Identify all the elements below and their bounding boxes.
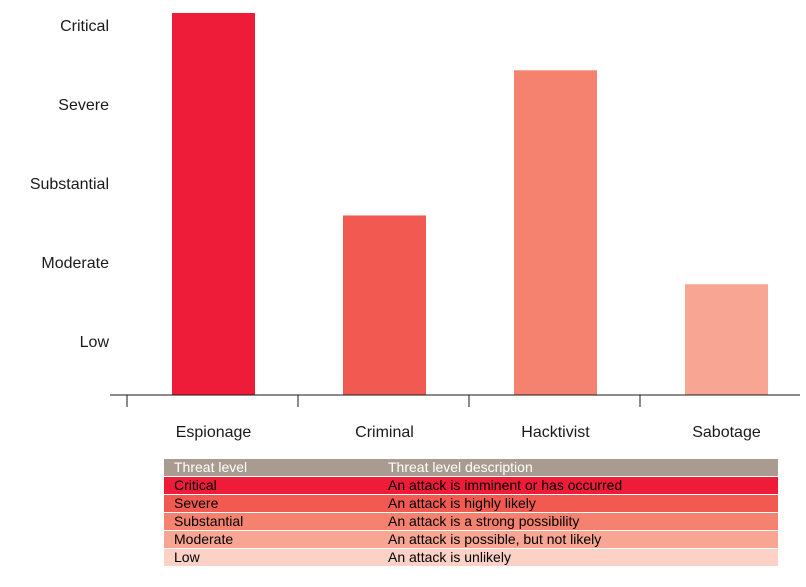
- threat-level-name: Moderate: [174, 531, 234, 547]
- threat-row-critical: Critical An attack is imminent or has occ…: [164, 477, 778, 494]
- x-tick-label-criminal: Criminal: [355, 424, 414, 441]
- threat-row-moderate: Moderate An attack is possible, but not l…: [164, 531, 778, 548]
- bar-hacktivist: [514, 70, 597, 396]
- threat-table-body: Critical An attack is imminent or has occ…: [164, 477, 778, 566]
- x-tick-label-espionage: Espionage: [176, 424, 252, 441]
- threat-row-low: Low An attack is unlikely: [164, 549, 778, 566]
- bar-criminal: [343, 215, 426, 395]
- threat-bar-chart: Low Moderate Substantial Severe Critical Esp…: [30, 13, 800, 441]
- y-tick-label-substantial: Substantial: [30, 176, 109, 193]
- x-tick-labels: Espionage Criminal Hacktivist Sabotage: [176, 424, 761, 441]
- threat-table-header: Threat level Threat level description: [164, 459, 778, 476]
- threat-row-substantial: Substantial An attack is a strong possibi…: [164, 513, 778, 530]
- threat-level-description: An attack is possible, but not likely: [388, 531, 602, 547]
- header-threat-description: Threat level description: [388, 459, 533, 475]
- threat-row-severe: Severe An attack is highly likely: [164, 495, 778, 512]
- bar-espionage: [172, 13, 255, 395]
- y-tick-label-low: Low: [80, 334, 110, 351]
- y-tick-label-severe: Severe: [58, 97, 109, 114]
- x-tick-label-sabotage: Sabotage: [692, 424, 761, 441]
- header-threat-level: Threat level: [174, 459, 248, 475]
- y-tick-label-moderate: Moderate: [41, 255, 109, 272]
- threat-level-description: An attack is highly likely: [388, 495, 536, 511]
- threat-level-description: An attack is unlikely: [388, 549, 511, 565]
- threat-level-table: Threat level Threat level description Cr…: [164, 459, 778, 567]
- y-tick-labels: Low Moderate Substantial Severe Critical: [30, 18, 110, 351]
- y-tick-label-critical: Critical: [60, 18, 109, 35]
- bar-sabotage: [685, 284, 768, 395]
- bars-group: [172, 13, 768, 396]
- threat-level-description: An attack is a strong possibility: [388, 513, 580, 529]
- x-tick-label-hacktivist: Hacktivist: [521, 424, 590, 441]
- threat-level-name: Severe: [174, 495, 219, 511]
- threat-level-name: Substantial: [174, 513, 244, 529]
- threat-level-name: Low: [174, 549, 200, 565]
- x-tick-marks: [126, 395, 641, 407]
- threat-level-name: Critical: [174, 477, 217, 493]
- threat-level-description: An attack is imminent or has occurred: [388, 477, 623, 493]
